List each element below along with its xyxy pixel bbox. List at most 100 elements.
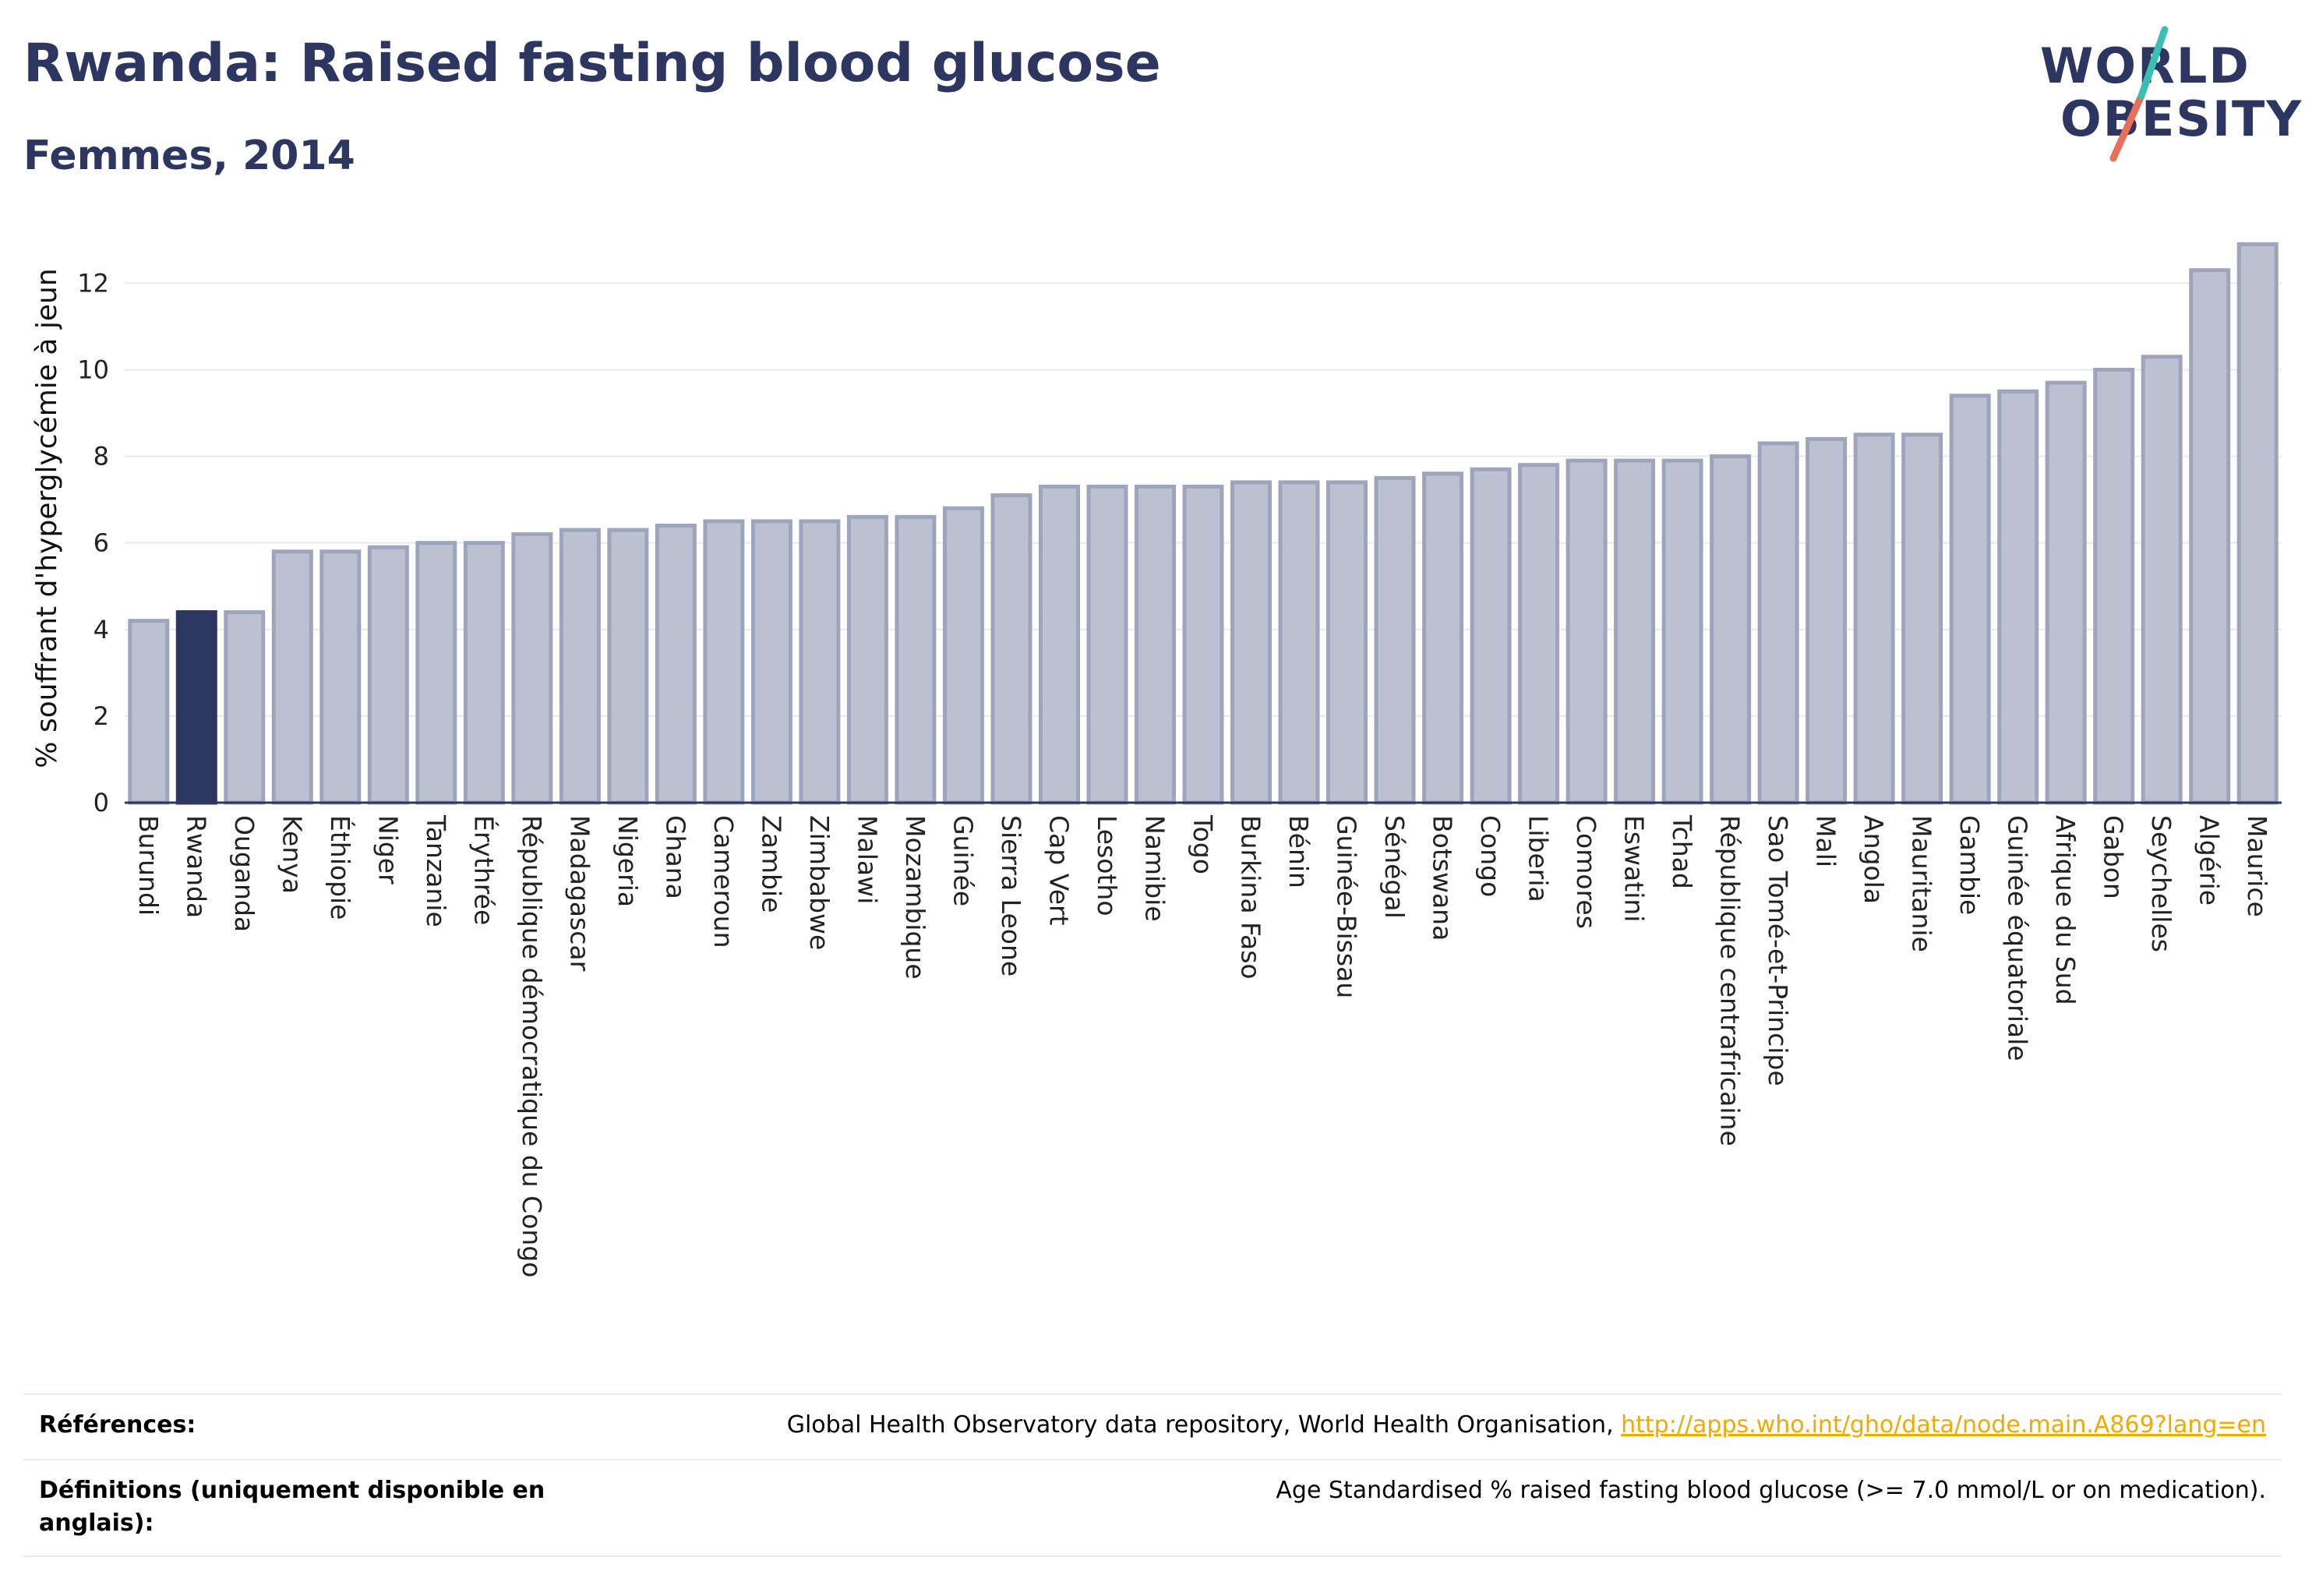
- bar-10: [607, 528, 649, 805]
- chart-subtitle: Femmes, 2014: [23, 132, 355, 179]
- y-axis-label: % souffrant d'hyperglycémie à jeun: [31, 268, 63, 768]
- x-tick-label: Ghana: [660, 815, 690, 899]
- bar-6: [415, 541, 457, 805]
- x-tick-label: Mozambique: [900, 815, 930, 980]
- x-tick-label: Gambie: [1954, 815, 1985, 915]
- x-tick-label: Seychelles: [2146, 815, 2176, 952]
- x-tick-label: Érythrée: [468, 815, 499, 925]
- bar-9: [559, 528, 601, 805]
- bar-28: [1470, 467, 1512, 805]
- x-tick-label: Guinée-Bissau: [1332, 815, 1362, 998]
- x-tick-label: Burundi: [133, 815, 164, 916]
- bar-7: [463, 541, 505, 805]
- y-tick-label: 2: [94, 701, 109, 731]
- bar-8: [511, 532, 553, 805]
- x-tick-label: République démocratique du Congo: [517, 815, 547, 1277]
- bar-36: [1853, 433, 1895, 805]
- bar-chart: 0 2 4 6 8 10 12 Burundi Rwanda Ouganda Kenya Éthiop…: [31, 242, 2282, 1277]
- x-tick-label: Liberia: [1523, 815, 1554, 902]
- bar-17: [942, 506, 984, 805]
- bar-5: [367, 545, 409, 805]
- x-tick-label: Bénin: [1283, 815, 1314, 888]
- x-tick-label: Lesotho: [1092, 815, 1122, 916]
- x-tick-label: Sierra Leone: [996, 815, 1026, 976]
- y-tick-label: 10: [77, 355, 109, 384]
- x-tick-label: Gabon: [2099, 815, 2129, 899]
- x-tick-label: Sao Tomé-et-Principe: [1763, 815, 1793, 1086]
- bar-0: [128, 619, 170, 805]
- bar-41: [2093, 367, 2135, 805]
- x-tick-label: Rwanda: [181, 815, 211, 918]
- y-tick-label: 6: [94, 528, 109, 558]
- definitions-value: Age Standardised % raised fasting blood …: [1276, 1477, 2266, 1504]
- bar-3: [271, 549, 313, 805]
- bar-34: [1757, 441, 1799, 805]
- logo-line-2: OBESITY: [2060, 90, 2303, 147]
- bars: [128, 242, 2279, 805]
- x-tick-label: Algérie: [2194, 815, 2225, 906]
- x-tick-label: Tchad: [1667, 814, 1697, 889]
- bar-32: [1661, 458, 1703, 805]
- bar-21: [1134, 484, 1176, 805]
- bar-11: [655, 523, 697, 805]
- x-tick-label: Madagascar: [564, 815, 595, 972]
- x-tick-label: Éthiopie: [325, 815, 356, 920]
- x-tick-label: Malawi: [852, 815, 882, 904]
- x-tick-label: Nigeria: [612, 815, 643, 907]
- bar-37: [1901, 433, 1943, 805]
- bar-20: [1086, 484, 1128, 805]
- x-tick-label: Afrique du Sud: [2050, 815, 2081, 1005]
- x-tick-label: Niger: [372, 815, 403, 885]
- y-tick-label: 0: [94, 788, 109, 817]
- references-row: Références: Global Health Observatory da…: [23, 1395, 2282, 1459]
- x-tick-label: Zambie: [756, 815, 786, 913]
- bar-2: [224, 610, 266, 805]
- x-tick-label: Tanzanie: [421, 814, 451, 927]
- x-tick-label: Mauritanie: [1907, 815, 1937, 952]
- x-tick-label: Zimbabwe: [804, 815, 835, 950]
- bar-42: [2141, 355, 2183, 805]
- x-tick-label: Angola: [1858, 815, 1889, 904]
- y-tick-label: 8: [94, 442, 109, 471]
- bar-24: [1278, 480, 1320, 805]
- bar-43: [2189, 268, 2231, 805]
- x-tick-label: Guinée: [948, 815, 978, 906]
- bar-14: [799, 519, 841, 805]
- bar-16: [895, 514, 937, 805]
- x-tick-label: Ouganda: [229, 815, 259, 932]
- references-value: Global Health Observatory data repositor…: [787, 1409, 2266, 1442]
- x-tick-label: République centrafricaine: [1715, 815, 1746, 1146]
- bar-13: [750, 519, 792, 805]
- bar-31: [1614, 458, 1656, 805]
- bar-39: [1997, 389, 2039, 805]
- bar-15: [846, 514, 888, 805]
- bar-35: [1806, 436, 1848, 805]
- x-tick-label: Burkina Faso: [1236, 815, 1266, 980]
- bar-12: [703, 519, 745, 805]
- x-tick-label: Cameroun: [708, 815, 739, 948]
- y-tick-label: 12: [77, 268, 109, 298]
- bar-44: [2236, 242, 2279, 805]
- bar-26: [1374, 475, 1416, 805]
- x-tick-label: Sénégal: [1379, 815, 1410, 919]
- world-obesity-logo: WORLD OBESITY: [2026, 22, 2301, 170]
- bar-1: [175, 610, 217, 805]
- references-label: Références:: [39, 1411, 196, 1439]
- references-link[interactable]: http://apps.who.int/gho/data/node.main.A…: [1621, 1411, 2266, 1439]
- footer-divider: [23, 1393, 2282, 1395]
- bar-19: [1038, 484, 1080, 805]
- x-tick-label: Namibie: [1139, 815, 1170, 922]
- x-tick-label: Kenya: [277, 815, 307, 894]
- bar-4: [319, 549, 362, 805]
- x-tick-label: Cap Vert: [1043, 815, 1074, 926]
- bar-29: [1518, 463, 1560, 805]
- x-tick-label: Congo: [1475, 815, 1505, 897]
- bar-40: [2045, 380, 2087, 805]
- x-tick-label: Maurice: [2242, 815, 2272, 917]
- y-tick-label: 4: [94, 615, 109, 644]
- x-tick-label: Togo: [1188, 814, 1218, 874]
- x-tick-label: Comores: [1571, 815, 1601, 929]
- x-tick-label: Guinée équatoriale: [2003, 815, 2033, 1061]
- references-text: Global Health Observatory data repositor…: [786, 1411, 1622, 1439]
- bar-22: [1182, 484, 1224, 805]
